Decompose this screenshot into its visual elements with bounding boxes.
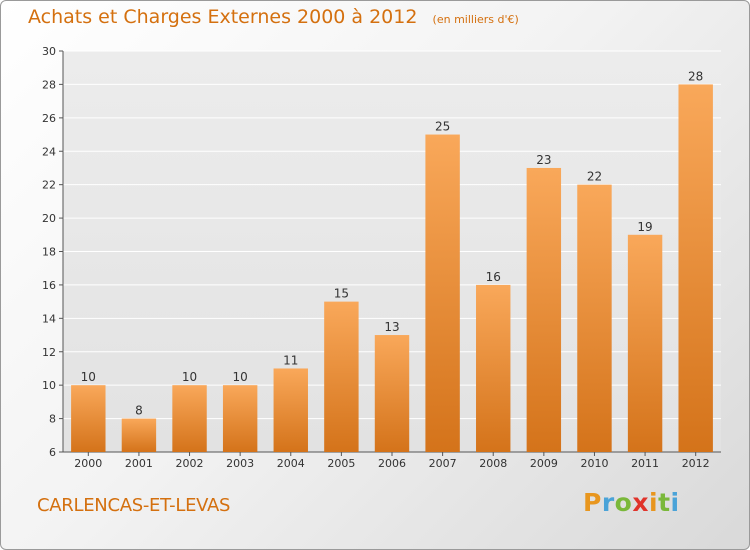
data-label: 10 xyxy=(233,370,248,384)
y-tick-label: 20 xyxy=(42,212,56,225)
data-label: 10 xyxy=(81,370,96,384)
y-tick-label: 18 xyxy=(42,246,56,259)
bar xyxy=(172,385,207,452)
y-tick-label: 14 xyxy=(42,312,56,325)
data-label: 10 xyxy=(182,370,197,384)
y-tick-label: 26 xyxy=(42,112,56,125)
x-tick-label: 2002 xyxy=(176,457,204,470)
chart-header: Achats et Charges Externes 2000 à 2012 (… xyxy=(28,6,519,28)
bar xyxy=(71,385,106,452)
x-tick-label: 2010 xyxy=(580,457,608,470)
y-tick-label: 6 xyxy=(49,446,56,459)
data-label: 23 xyxy=(536,153,551,167)
bar xyxy=(627,234,663,452)
chart-title: Achats et Charges Externes 2000 à 2012 xyxy=(28,6,418,28)
proxiti-logo[interactable]: Proxiti xyxy=(583,488,680,517)
x-tick-label: 2007 xyxy=(429,457,457,470)
y-tick-label: 16 xyxy=(42,279,56,292)
bar xyxy=(526,167,562,453)
x-tick-label: 2008 xyxy=(479,457,507,470)
y-tick-label: 12 xyxy=(42,346,56,359)
data-label: 28 xyxy=(688,69,703,83)
x-tick-label: 2011 xyxy=(631,457,659,470)
x-tick-label: 2003 xyxy=(226,457,254,470)
bar xyxy=(425,134,460,452)
data-label: 15 xyxy=(334,287,349,301)
data-label: 11 xyxy=(283,353,298,367)
x-tick-label: 2004 xyxy=(277,457,305,470)
x-tick-label: 2009 xyxy=(530,457,558,470)
x-tick-label: 2001 xyxy=(125,457,153,470)
chart-unit: (en milliers d'€) xyxy=(432,13,519,26)
commune-name: CARLENCAS-ET-LEVAS xyxy=(37,495,231,516)
data-label: 22 xyxy=(587,170,602,184)
y-tick-label: 8 xyxy=(49,413,56,426)
bar xyxy=(374,335,410,452)
bar xyxy=(273,368,308,452)
data-label: 16 xyxy=(486,270,501,284)
y-tick-label: 30 xyxy=(42,45,56,58)
y-tick-label: 22 xyxy=(42,179,56,192)
x-tick-label: 2006 xyxy=(378,457,406,470)
x-tick-label: 2000 xyxy=(74,457,102,470)
bar xyxy=(121,418,157,452)
bar xyxy=(577,184,612,452)
bar xyxy=(324,301,359,452)
bar xyxy=(678,84,713,453)
data-label: 19 xyxy=(637,220,652,234)
y-tick-label: 24 xyxy=(42,145,56,158)
data-label: 8 xyxy=(135,404,143,418)
x-tick-label: 2005 xyxy=(327,457,355,470)
bar xyxy=(222,385,258,452)
x-tick-label: 2012 xyxy=(682,457,710,470)
data-label: 25 xyxy=(435,120,450,134)
bar xyxy=(476,284,511,452)
data-label: 13 xyxy=(384,320,399,334)
y-tick-label: 28 xyxy=(42,78,56,91)
y-tick-label: 10 xyxy=(42,379,56,392)
